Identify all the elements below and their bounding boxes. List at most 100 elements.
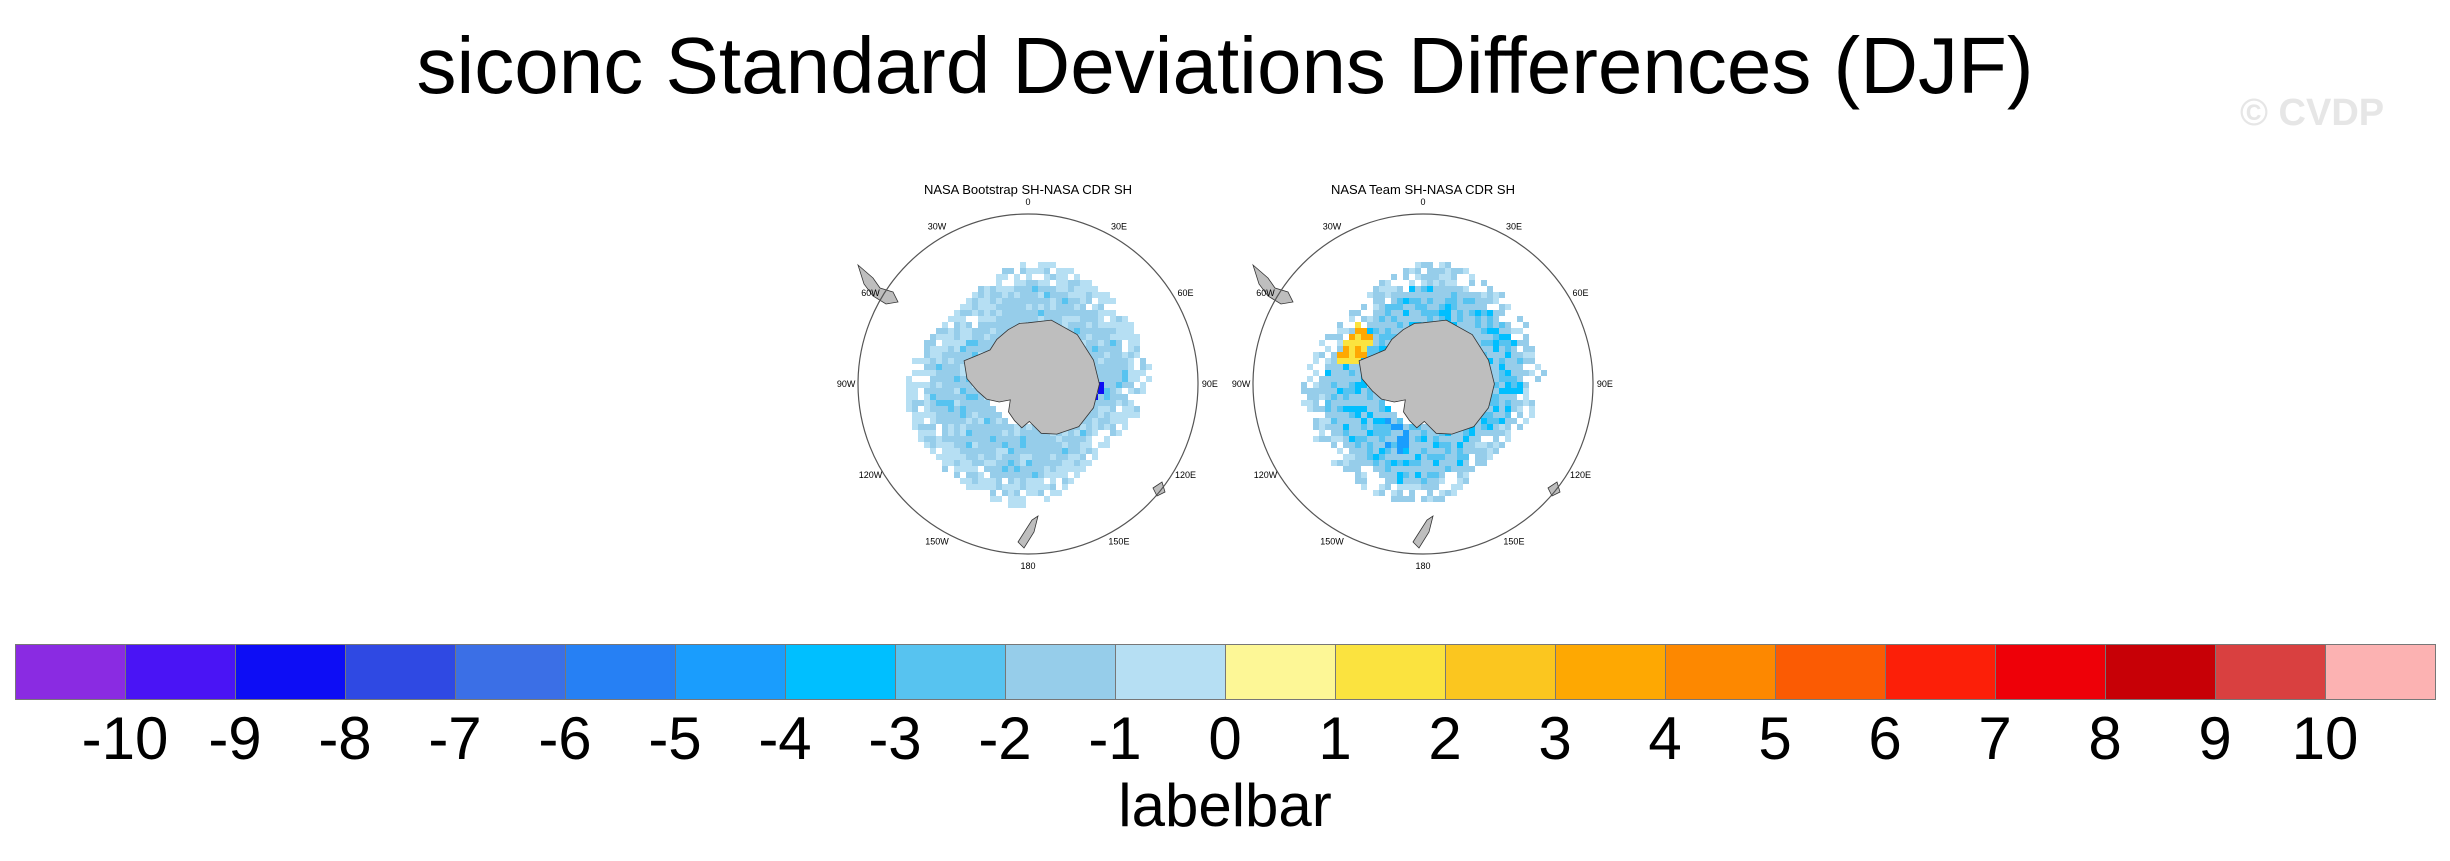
data-cell: [1008, 298, 1014, 304]
data-cell: [1056, 436, 1062, 442]
data-cell: [1367, 442, 1373, 448]
data-cell: [1481, 334, 1487, 340]
data-cell: [1008, 490, 1014, 496]
data-cell: [1098, 304, 1104, 310]
data-cell: [1325, 364, 1331, 370]
data-cell: [954, 322, 960, 328]
data-cell: [1020, 286, 1026, 292]
data-cell: [1355, 430, 1361, 436]
data-cell: [1391, 478, 1397, 484]
data-cell: [1008, 484, 1014, 490]
data-cell: [1098, 328, 1104, 334]
data-cell: [1110, 394, 1116, 400]
data-cell: [1104, 388, 1110, 394]
data-cell: [1098, 292, 1104, 298]
data-cell: [972, 424, 978, 430]
data-cell: [1092, 316, 1098, 322]
labelbar-tick-label: -10: [81, 705, 169, 772]
data-cell: [1403, 292, 1409, 298]
data-cell: [1068, 436, 1074, 442]
data-cell: [1110, 364, 1116, 370]
data-cell: [1008, 436, 1014, 442]
data-cell: [1403, 268, 1409, 274]
data-cell: [948, 382, 954, 388]
data-cell: [1493, 376, 1499, 382]
data-cell: [1373, 394, 1379, 400]
data-cell: [990, 328, 996, 334]
data-cell: [1122, 322, 1128, 328]
data-cell: [1433, 280, 1439, 286]
data-cell: [1098, 400, 1104, 406]
data-cell: [1020, 478, 1026, 484]
data-cell: [1499, 388, 1505, 394]
data-cell: [1415, 448, 1421, 454]
data-cell: [1511, 340, 1517, 346]
data-cell: [1098, 376, 1104, 382]
data-cell: [930, 448, 936, 454]
data-cell: [1098, 418, 1104, 424]
longitude-label: 60E: [1573, 288, 1589, 298]
data-cell: [1409, 484, 1415, 490]
data-cell: [930, 406, 936, 412]
data-cell: [1307, 394, 1313, 400]
data-cell: [1487, 334, 1493, 340]
data-cell: [1104, 310, 1110, 316]
data-cell: [1098, 316, 1104, 322]
data-cell: [1511, 370, 1517, 376]
data-cell: [1062, 286, 1068, 292]
data-cell: [1044, 484, 1050, 490]
data-cell: [1439, 298, 1445, 304]
data-cell: [948, 376, 954, 382]
data-cell: [1026, 310, 1032, 316]
data-cell: [966, 430, 972, 436]
data-cell: [1074, 274, 1080, 280]
data-cell: [990, 292, 996, 298]
data-cell: [1038, 460, 1044, 466]
data-cell: [1499, 340, 1505, 346]
data-cell: [1391, 322, 1397, 328]
data-cell: [1487, 292, 1493, 298]
data-cell: [1385, 430, 1391, 436]
data-cell: [1008, 442, 1014, 448]
data-cell: [1014, 292, 1020, 298]
data-cell: [1433, 304, 1439, 310]
data-cell: [954, 310, 960, 316]
data-cell: [1379, 286, 1385, 292]
data-cell: [954, 328, 960, 334]
data-cell: [1325, 394, 1331, 400]
data-cell: [1427, 286, 1433, 292]
data-cell: [1110, 388, 1116, 394]
data-cell: [1020, 496, 1026, 502]
data-cell: [1098, 388, 1104, 394]
data-cell: [1140, 358, 1146, 364]
data-cell: [1331, 376, 1337, 382]
data-cell: [1062, 268, 1068, 274]
data-cell: [1379, 472, 1385, 478]
data-cell: [1451, 436, 1457, 442]
data-cell: [1056, 292, 1062, 298]
data-cell: [1469, 322, 1475, 328]
data-cell: [1355, 418, 1361, 424]
data-cell: [978, 418, 984, 424]
data-cell: [1397, 478, 1403, 484]
data-cell: [1331, 460, 1337, 466]
data-cell: [1050, 466, 1056, 472]
data-cell: [1337, 352, 1343, 358]
data-cell: [1397, 472, 1403, 478]
data-cell: [1523, 352, 1529, 358]
longitude-label: 150W: [925, 537, 949, 547]
data-cell: [1319, 376, 1325, 382]
data-cell: [1104, 418, 1110, 424]
data-cell: [966, 472, 972, 478]
data-cell: [1481, 424, 1487, 430]
data-cell: [1367, 448, 1373, 454]
data-cell: [1008, 466, 1014, 472]
data-cell: [1098, 340, 1104, 346]
data-cell: [960, 424, 966, 430]
data-cell: [1499, 412, 1505, 418]
data-cell: [1409, 490, 1415, 496]
data-cell: [1062, 430, 1068, 436]
data-cell: [936, 406, 942, 412]
data-cell: [1056, 472, 1062, 478]
data-cell: [1068, 454, 1074, 460]
